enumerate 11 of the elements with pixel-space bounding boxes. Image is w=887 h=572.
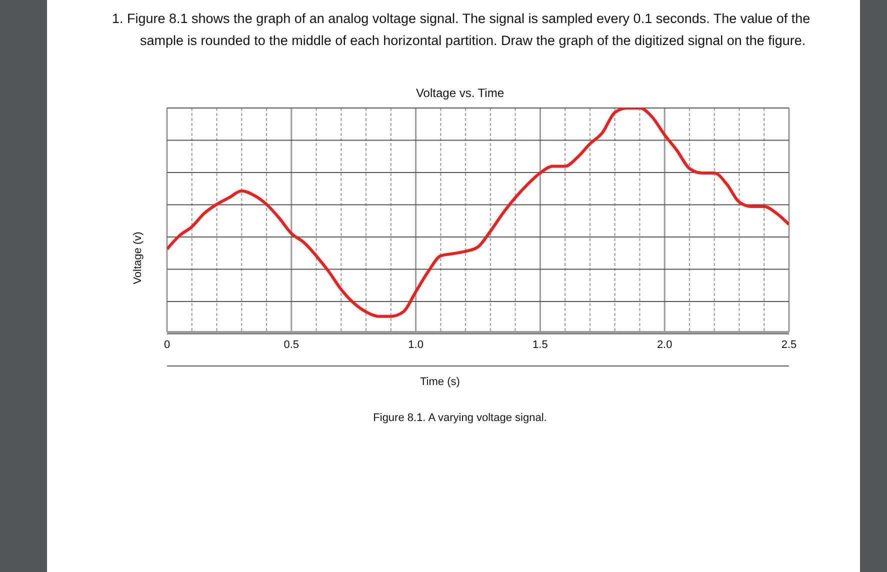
chart-title: Voltage vs. Time [416,86,504,100]
text: 1. Figure 8.1 shows the graph of an analog voltage signal. The signal is sampled every 0.1 seconds. The value of the sample is rounded to the middle of each horizontal partition. Draw the graph of the digitized signal on the figure. [112,11,810,48]
x-tick-label: 0.5 [284,338,300,351]
x-tick-label: 2.5 [781,338,797,351]
x-tick-label: 2.0 [656,338,672,351]
x-axis-title: Time (s) [420,376,460,388]
y-axis-title: Voltage (v) [132,232,144,284]
x-tick-label: 1.0 [408,338,424,351]
x-tick-label: 1.5 [532,338,548,351]
caption: Figure 8.1. A varying voltage signal. [373,412,547,424]
x-tick-label: 0 [164,338,170,351]
